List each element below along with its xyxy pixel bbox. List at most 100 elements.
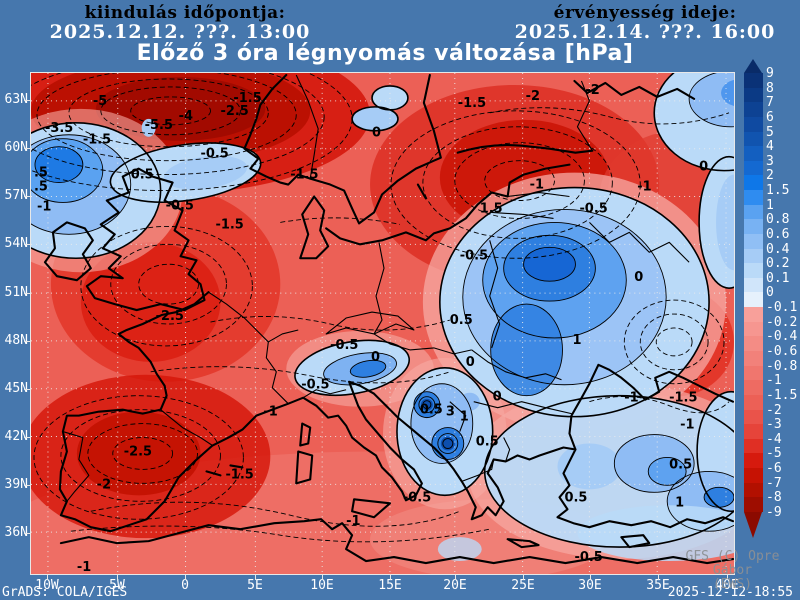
colorbar-label-7: 7: [766, 95, 774, 111]
valid-time-label: érvényesség ideje:: [553, 3, 737, 23]
contour-label: -1: [346, 514, 360, 529]
lon-tick: [590, 575, 591, 580]
contour-label: -1: [263, 405, 277, 420]
colorbar-label--7: -7: [766, 475, 782, 491]
contour-label: -5.5: [145, 118, 173, 133]
creation-timestamp: 2025-12-12-18:55: [667, 585, 793, 600]
lat-label-45N: 45N: [4, 381, 28, 396]
contour-label: -0.5: [301, 378, 329, 393]
colorbar-label-9: 9: [766, 66, 774, 81]
contour-label: 1: [675, 495, 684, 510]
colorbar-label--2: -2: [766, 402, 782, 418]
coastlines: [43, 73, 734, 565]
colorbar-segment: [744, 468, 763, 483]
colorbar-segment: [744, 116, 763, 132]
contour-label: 0.5: [476, 435, 499, 450]
colorbar-label-1: 1: [766, 197, 774, 213]
colorbar-segment: [744, 131, 763, 147]
lon-tick: [455, 575, 456, 580]
colorbar-label--9: -9: [766, 504, 782, 520]
colorbar-segment: [744, 365, 763, 381]
lon-label-30E: 30E: [578, 578, 602, 593]
colorbar-segment: [744, 482, 763, 498]
contour-label: 0.5: [450, 313, 473, 328]
lat-tick: [24, 244, 30, 245]
init-time-label: kiindulás időpontja:: [84, 3, 286, 23]
contour-label: 0: [371, 350, 380, 365]
colorbar-segment: [744, 380, 763, 395]
lon-label-40E: 40E: [715, 578, 739, 593]
map-canvas: -5 -3.5 -5.5 -4 -2.5 -1.5 -1.5 -0.5 -1.5 0 -2 -2 -1.…: [30, 72, 735, 575]
colorbar-label-6: 6: [766, 109, 774, 125]
lon-label-25E: 25E: [511, 578, 535, 593]
lon-label-35E: 35E: [646, 578, 670, 593]
colorbar-label--1.5: -1.5: [766, 387, 798, 403]
colorbar-label-0.6: 0.6: [766, 226, 790, 242]
contour-label: -0.5: [330, 338, 358, 353]
colorbar-label-0.4: 0.4: [766, 241, 790, 257]
lat-label-42N: 42N: [4, 429, 28, 444]
lat-tick: [24, 533, 30, 534]
contour-label: -0.5: [166, 198, 194, 213]
colorbar-arrow-down-icon: [744, 512, 762, 538]
colorbar-label--0.4: -0.4: [766, 329, 798, 345]
lon-tick: [255, 575, 256, 580]
contour-label: -4: [179, 109, 193, 124]
contour-label: 1.5: [480, 201, 503, 216]
colorbar-label--6: -6: [766, 461, 782, 477]
lat-label-60N: 60N: [4, 140, 28, 155]
contour-label: -1: [624, 391, 638, 406]
colorbar-label-4: 4: [766, 139, 774, 155]
lat-tick: [24, 341, 30, 342]
colorbar-label-3: 3: [766, 153, 774, 169]
colorbar-label--0.8: -0.8: [766, 358, 798, 374]
contour-label: 0: [634, 270, 643, 285]
colorbar-segment: [744, 438, 763, 454]
colorbar-segment: [744, 277, 763, 293]
init-time-value: 2025.12.12. ???. 13:00: [49, 21, 311, 43]
colorbar-segment: [744, 190, 763, 205]
contour-label: -2: [585, 83, 599, 98]
contour-label: -5: [93, 94, 107, 109]
colorbar-segment: [744, 233, 763, 249]
colorbar-label-0.8: 0.8: [766, 212, 790, 228]
colorbar-segment: [744, 307, 763, 322]
colorbar-label-2: 2: [766, 168, 774, 184]
colorbar-label--5: -5: [766, 446, 782, 462]
lat-label-57N: 57N: [4, 188, 28, 203]
contour-label: -0.5: [403, 490, 431, 505]
map-title: Előző 3 óra légnyomás változása [hPa]: [136, 41, 634, 66]
lon-tick: [322, 575, 323, 580]
colorbar-segment: [744, 87, 763, 103]
contour-label: 1: [572, 333, 581, 348]
colorbar-segment: [744, 73, 763, 88]
pressure-change-map: -5-3.5 -5.5-4 -2.5-1.5-1.5-0.5-1.50-2 -2-1.…: [31, 73, 734, 574]
valid-time-value: 2025.12.14. ???. 16:00: [514, 21, 776, 43]
contour-lines: [31, 73, 734, 548]
lon-tick: [658, 575, 659, 580]
colorbar-segment: [744, 336, 763, 352]
contour-label: -1: [680, 418, 694, 433]
colorbar-segment: [744, 321, 763, 337]
contour-label: 0: [466, 355, 475, 370]
colorbar-label--8: -8: [766, 490, 782, 506]
contour-label: 0: [372, 126, 381, 141]
colorbar-label-5: 5: [766, 124, 774, 140]
contour-label: -1.5: [215, 217, 243, 232]
country-borders: [62, 74, 690, 502]
colorbar-label--0.1: -0.1: [766, 300, 798, 316]
colorbar-label-0: 0: [766, 285, 774, 301]
contour-label: 0.5: [669, 457, 692, 472]
lon-tick: [523, 575, 524, 580]
contour-label: .5: [34, 166, 48, 181]
lon-label-5W: 5W: [109, 578, 125, 593]
contour-label: -0.5: [201, 147, 229, 162]
contour-label: -1: [530, 178, 544, 193]
contour-label: -0.5: [579, 201, 607, 216]
colorbar-segment: [744, 204, 763, 220]
watermark-line1: GFS (C) Opre Gábor: [685, 549, 780, 578]
lat-label-39N: 39N: [4, 477, 28, 492]
lon-label-15E: 15E: [378, 578, 402, 593]
colorbar-segment: [744, 292, 763, 308]
colorbar-segment: [744, 160, 763, 176]
